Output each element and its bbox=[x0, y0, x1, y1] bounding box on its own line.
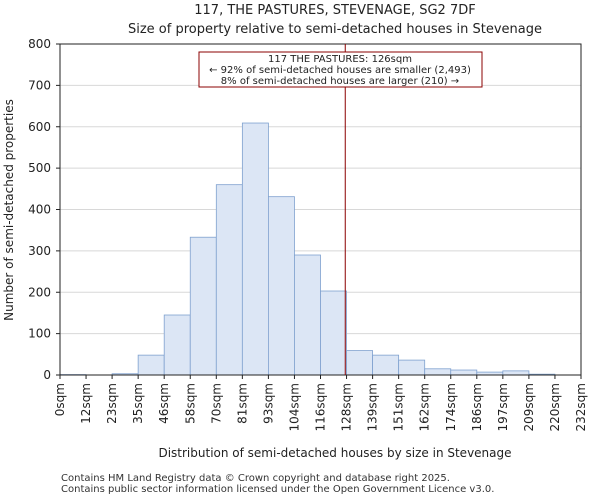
y-tick-label: 600 bbox=[28, 120, 51, 134]
x-tick-label: 93sqm bbox=[261, 383, 275, 424]
histogram-bar bbox=[163, 314, 191, 376]
x-tick-label: 186sqm bbox=[470, 383, 484, 431]
annotation-line-1: 117 THE PASTURES: 126sqm bbox=[268, 54, 412, 65]
annotation-box: 117 THE PASTURES: 126sqm ← 92% of semi-d… bbox=[198, 51, 483, 88]
histogram-bar bbox=[320, 290, 347, 376]
x-tick-label: 209sqm bbox=[522, 383, 536, 431]
x-tick-label: 70sqm bbox=[209, 383, 223, 424]
histogram-bar bbox=[137, 354, 165, 376]
y-tick-label: 200 bbox=[28, 285, 51, 299]
y-tick-label: 0 bbox=[43, 368, 51, 382]
y-tick-label: 100 bbox=[28, 327, 51, 341]
histogram-bar bbox=[241, 122, 269, 376]
x-tick-label: 162sqm bbox=[418, 383, 432, 431]
y-tick-label: 400 bbox=[28, 203, 51, 217]
histogram-bar bbox=[346, 350, 373, 376]
y-axis-label: Number of semi-detached properties bbox=[2, 99, 16, 321]
x-tick-label: 46sqm bbox=[157, 383, 171, 424]
x-tick-label: 0sqm bbox=[53, 383, 67, 416]
annotation-frame bbox=[198, 51, 483, 88]
x-tick-label: 220sqm bbox=[548, 383, 562, 431]
x-tick-label: 174sqm bbox=[444, 383, 458, 431]
footer-licence: Contains public sector information licen… bbox=[61, 484, 495, 495]
bars bbox=[59, 122, 556, 376]
x-tick-label: 35sqm bbox=[131, 383, 145, 424]
y-tick-label: 500 bbox=[28, 161, 51, 175]
histogram-bar bbox=[372, 354, 400, 376]
x-axis-ticks: 0sqm 12sqm 23sqm 35sqm 46sqm 58sqm 70sqm 81sqm 9… bbox=[53, 375, 588, 431]
x-tick-label: 128sqm bbox=[340, 383, 354, 431]
x-tick-label: 197sqm bbox=[496, 383, 510, 431]
histogram-bar bbox=[424, 368, 452, 376]
x-tick-label: 23sqm bbox=[105, 383, 119, 424]
chart-title: 117, THE PASTURES, STEVENAGE, SG2 7DF bbox=[194, 3, 475, 18]
y-tick-label: 800 bbox=[28, 37, 51, 51]
x-tick-label: 81sqm bbox=[235, 383, 249, 424]
footer-copyright: Contains HM Land Registry data © Crown c… bbox=[61, 473, 450, 484]
y-axis-ticks: 0 100 200 300 400 500 600 700 800 bbox=[28, 37, 60, 382]
histogram-bar bbox=[267, 196, 295, 376]
annotation-line-3: 8% of semi-detached houses are larger (2… bbox=[221, 76, 459, 87]
plot-frame bbox=[59, 43, 582, 376]
y-tick-label: 700 bbox=[28, 78, 51, 92]
x-axis-label: Distribution of semi-detached houses by … bbox=[158, 446, 511, 460]
x-tick-label: 58sqm bbox=[183, 383, 197, 424]
histogram-bar bbox=[189, 236, 217, 376]
x-tick-label: 104sqm bbox=[287, 383, 301, 431]
histogram-bar bbox=[294, 254, 321, 376]
annotation-line-2: ← 92% of semi-detached houses are smalle… bbox=[209, 65, 471, 76]
x-tick-label: 139sqm bbox=[366, 383, 380, 431]
x-tick-label: 12sqm bbox=[79, 383, 93, 424]
x-tick-label: 116sqm bbox=[314, 383, 328, 431]
histogram-bar bbox=[450, 369, 478, 376]
x-tick-label: 232sqm bbox=[574, 383, 588, 431]
y-tick-label: 300 bbox=[28, 244, 51, 258]
histogram-bar bbox=[398, 359, 426, 376]
x-tick-label: 151sqm bbox=[392, 383, 406, 431]
histogram-bar bbox=[502, 370, 530, 376]
chart-subtitle: Size of property relative to semi-detach… bbox=[128, 22, 542, 37]
histogram-bar bbox=[215, 184, 243, 376]
